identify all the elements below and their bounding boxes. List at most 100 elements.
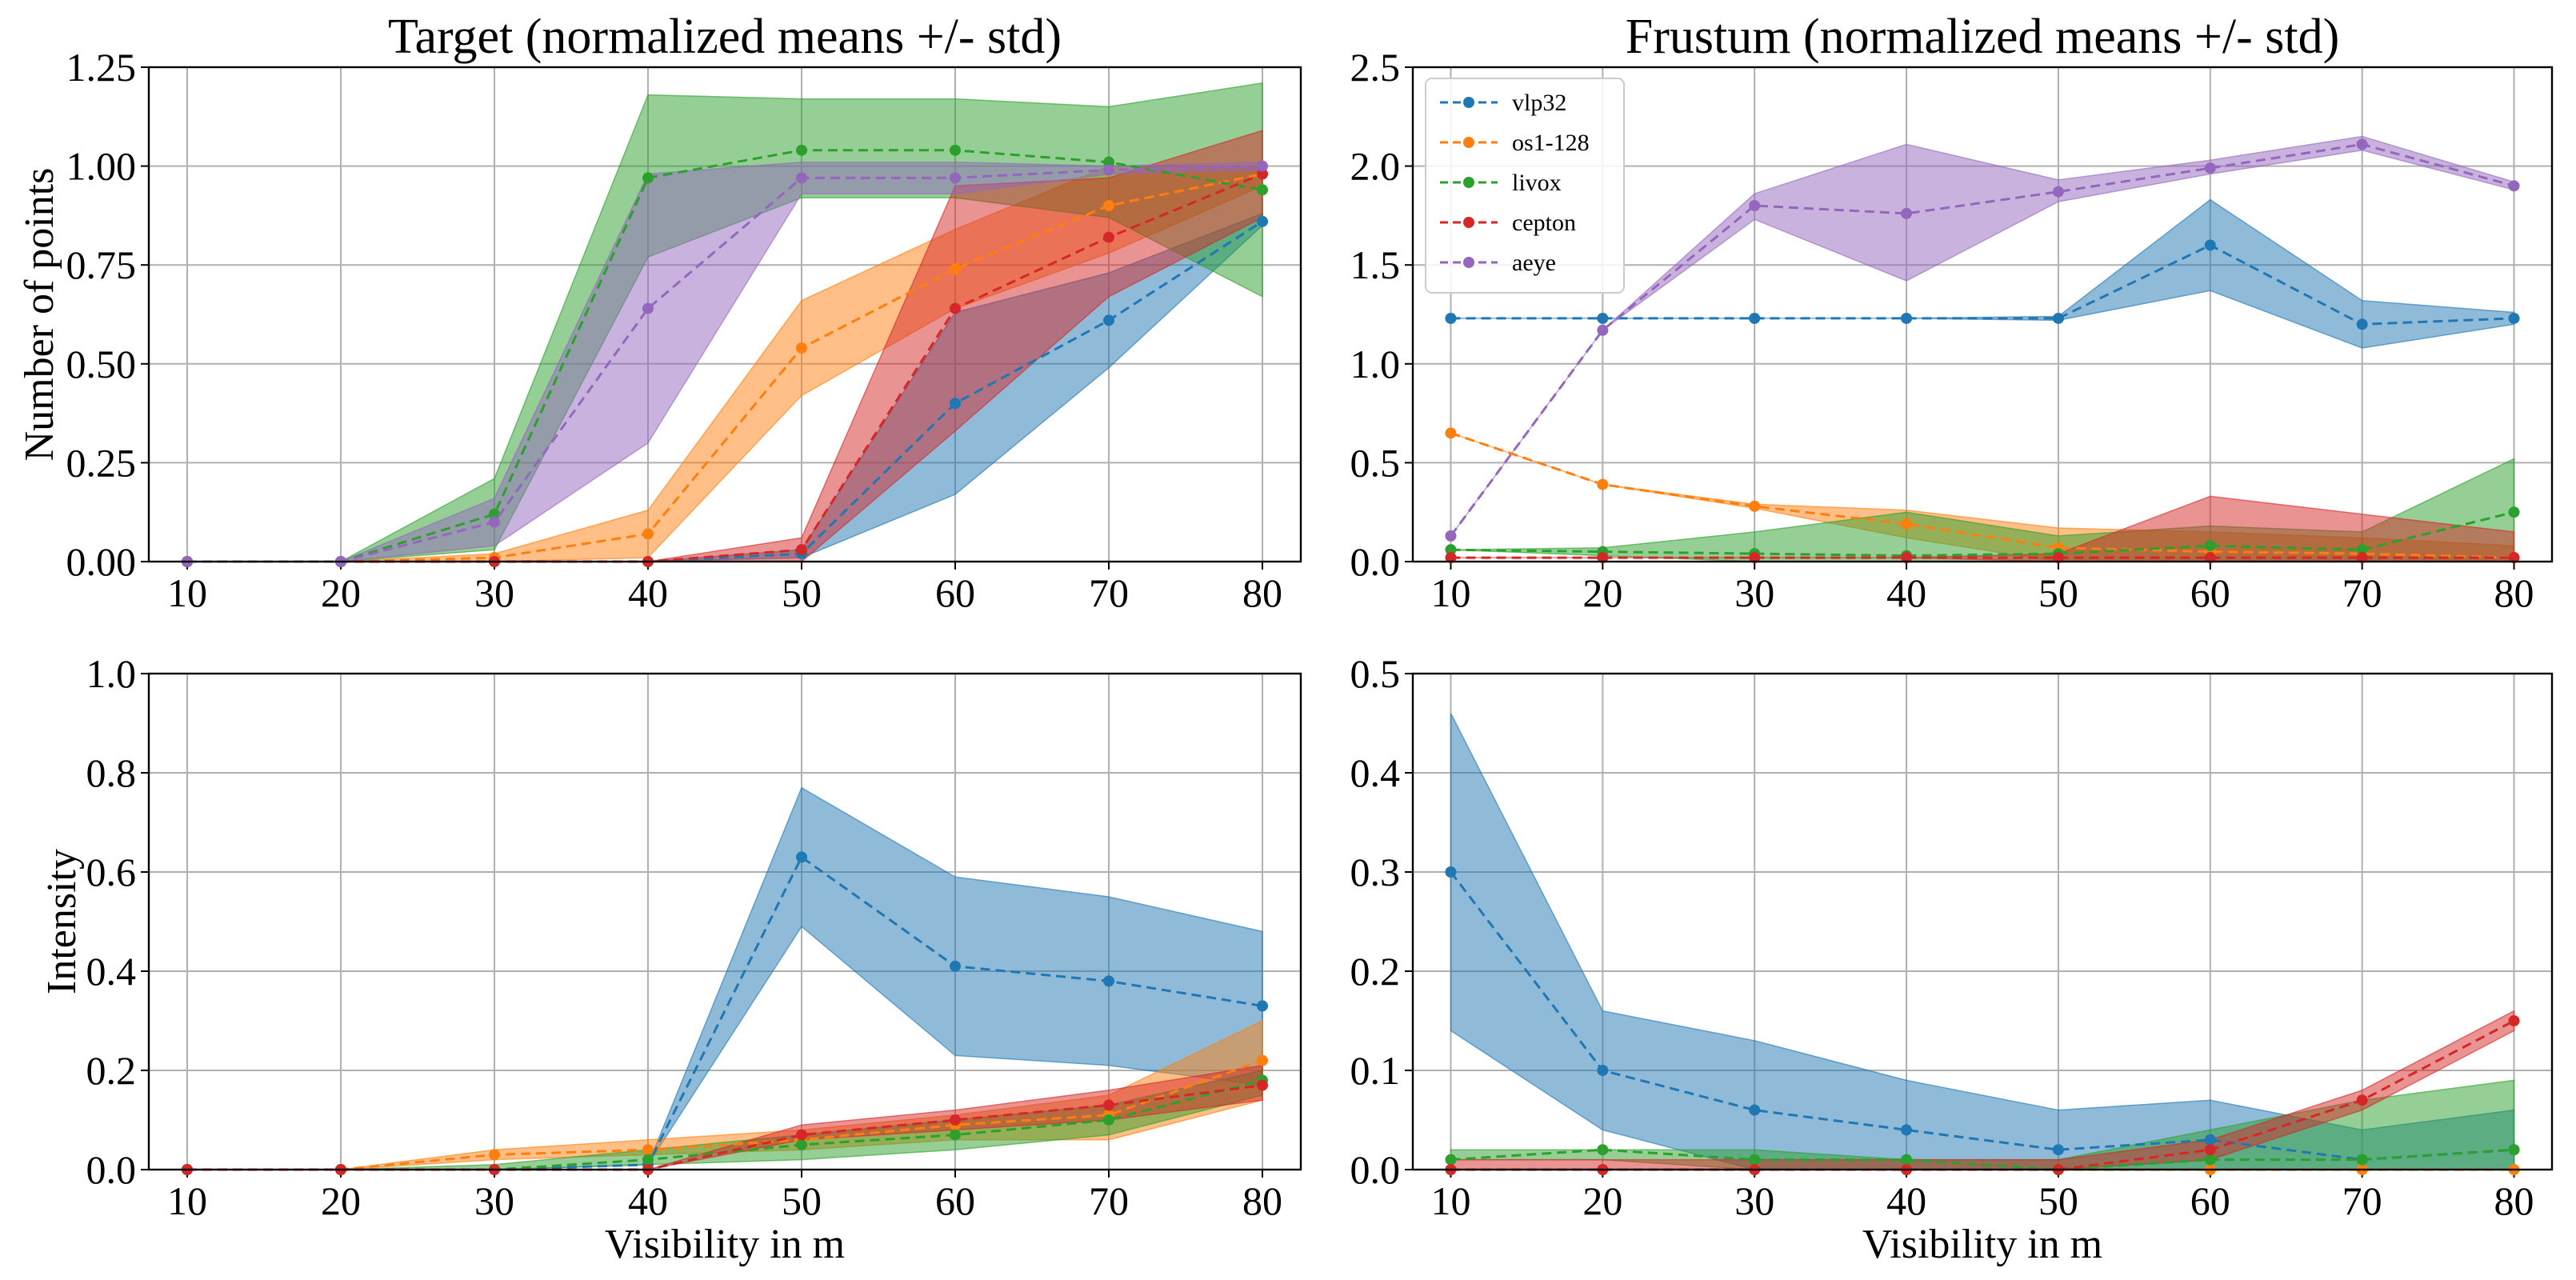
point-livox <box>796 144 807 156</box>
legend-label-cepton: cepton <box>1512 210 1576 236</box>
x-tick-label: 50 <box>782 570 822 615</box>
x-tick-label: 60 <box>935 570 975 615</box>
point-aeye <box>796 172 807 184</box>
x-tick-label: 20 <box>321 1178 361 1223</box>
y-tick-label: 0.0 <box>1350 1147 1401 1192</box>
x-tick-label: 70 <box>1089 570 1129 615</box>
point-cepton <box>950 1114 961 1126</box>
y-tick-label: 0.6 <box>86 850 137 894</box>
point-cepton <box>950 302 961 314</box>
point-cepton <box>2356 1094 2368 1106</box>
point-aeye <box>642 302 654 314</box>
y-tick-label: 0.4 <box>86 949 137 994</box>
point-livox <box>2204 1154 2216 1166</box>
point-livox <box>2356 544 2368 556</box>
point-vlp32 <box>950 398 961 410</box>
point-os1-128 <box>950 263 961 275</box>
point-cepton <box>2204 552 2216 564</box>
x-tick-label: 10 <box>1430 570 1470 615</box>
x-tick-label: 30 <box>474 570 514 615</box>
panel-target-intensity: Visibility in m Intensity 10 20 30 40 50 60 70… <box>39 651 1302 1267</box>
series-line-cepton <box>187 173 1263 563</box>
series-line-aeye <box>187 165 1263 563</box>
point-livox <box>2508 506 2520 518</box>
y-tick-label: 0.8 <box>86 750 137 795</box>
y-tick-label: 0.00 <box>66 539 137 584</box>
point-aeye <box>950 172 961 184</box>
point-os1-128 <box>1103 200 1114 212</box>
point-vlp32 <box>1257 215 1268 227</box>
std-band-cepton <box>1450 495 2515 562</box>
point-cepton <box>2204 1144 2216 1156</box>
x-tick-label: 60 <box>2190 1178 2230 1223</box>
y-tick-label: 0.5 <box>1350 440 1401 485</box>
panel-title: Frustum (normalized means +/- std) <box>1626 10 2339 64</box>
point-vlp32 <box>1445 866 1457 878</box>
point-livox <box>1901 1154 1913 1166</box>
series-line-cepton <box>187 1084 1263 1171</box>
x-tick-label: 80 <box>1242 570 1282 615</box>
point-aeye <box>2508 180 2520 192</box>
y-tick-label: 2.5 <box>1350 45 1401 90</box>
point-vlp32 <box>1103 314 1114 326</box>
point-cepton <box>1257 1079 1268 1091</box>
y-axis-label: Number of points <box>17 168 62 462</box>
point-os1-128 <box>489 1149 500 1161</box>
point-os1-128 <box>1901 518 1913 530</box>
y-tick-label: 0.2 <box>86 1048 137 1093</box>
legend-label-aeye: aeye <box>1512 250 1556 276</box>
legend-label-vlp32: vlp32 <box>1512 90 1566 116</box>
point-aeye <box>489 516 500 528</box>
point-livox <box>1257 184 1268 196</box>
y-tick-label: 1.00 <box>66 144 137 189</box>
x-tick-label: 20 <box>1582 570 1622 615</box>
series-line-vlp32 <box>187 220 1263 563</box>
x-tick-label: 40 <box>1886 1178 1926 1223</box>
point-livox <box>2356 1154 2368 1166</box>
x-tick-label: 10 <box>167 570 207 615</box>
x-tick-label: 50 <box>782 1178 822 1223</box>
y-tick-label: 1.5 <box>1350 242 1401 287</box>
legend-marker-livox <box>1463 177 1474 188</box>
plot-frame <box>1411 66 2554 563</box>
point-livox <box>1445 544 1457 556</box>
point-cepton <box>1103 231 1114 243</box>
series-line-livox <box>187 149 1263 563</box>
series-line-os1-128 <box>187 1059 1263 1171</box>
x-tick-label: 70 <box>2342 570 2382 615</box>
y-tick-label: 0.2 <box>1350 949 1401 994</box>
legend-marker-vlp32 <box>1463 97 1474 108</box>
x-tick-label: 30 <box>474 1178 514 1223</box>
x-tick-label: 40 <box>628 570 668 615</box>
point-vlp32 <box>1445 312 1457 324</box>
legend-box <box>1425 78 1625 294</box>
x-tick-label: 70 <box>2342 1178 2382 1223</box>
point-os1-128 <box>1445 427 1457 439</box>
point-cepton <box>796 1129 807 1141</box>
point-livox <box>950 144 961 156</box>
point-cepton <box>2508 552 2520 564</box>
point-os1-128 <box>1597 478 1609 490</box>
y-tick-label: 0.3 <box>1350 850 1401 894</box>
point-aeye <box>1749 200 1761 212</box>
point-cepton <box>1597 552 1609 564</box>
point-vlp32 <box>2052 312 2064 324</box>
x-tick-label: 20 <box>1582 1178 1622 1223</box>
point-vlp32 <box>2204 239 2216 251</box>
point-vlp32 <box>1901 312 1913 324</box>
point-aeye <box>1257 160 1268 172</box>
point-os1-128 <box>642 528 654 540</box>
point-aeye <box>1901 207 1913 219</box>
point-aeye <box>2356 138 2368 150</box>
plot-frame <box>147 66 1302 563</box>
point-cepton <box>1103 1099 1114 1111</box>
legend-label-livox: livox <box>1512 170 1562 196</box>
x-tick-label: 30 <box>1734 1178 1774 1223</box>
point-os1-128 <box>796 342 807 354</box>
x-tick-label: 50 <box>2038 1178 2078 1223</box>
panel-frustum-points: Frustum (normalized means +/- std) 10 20 3… <box>1350 10 2554 615</box>
x-axis-label: Visibility in m <box>1862 1222 2102 1267</box>
y-tick-label: 0.1 <box>1350 1048 1401 1093</box>
